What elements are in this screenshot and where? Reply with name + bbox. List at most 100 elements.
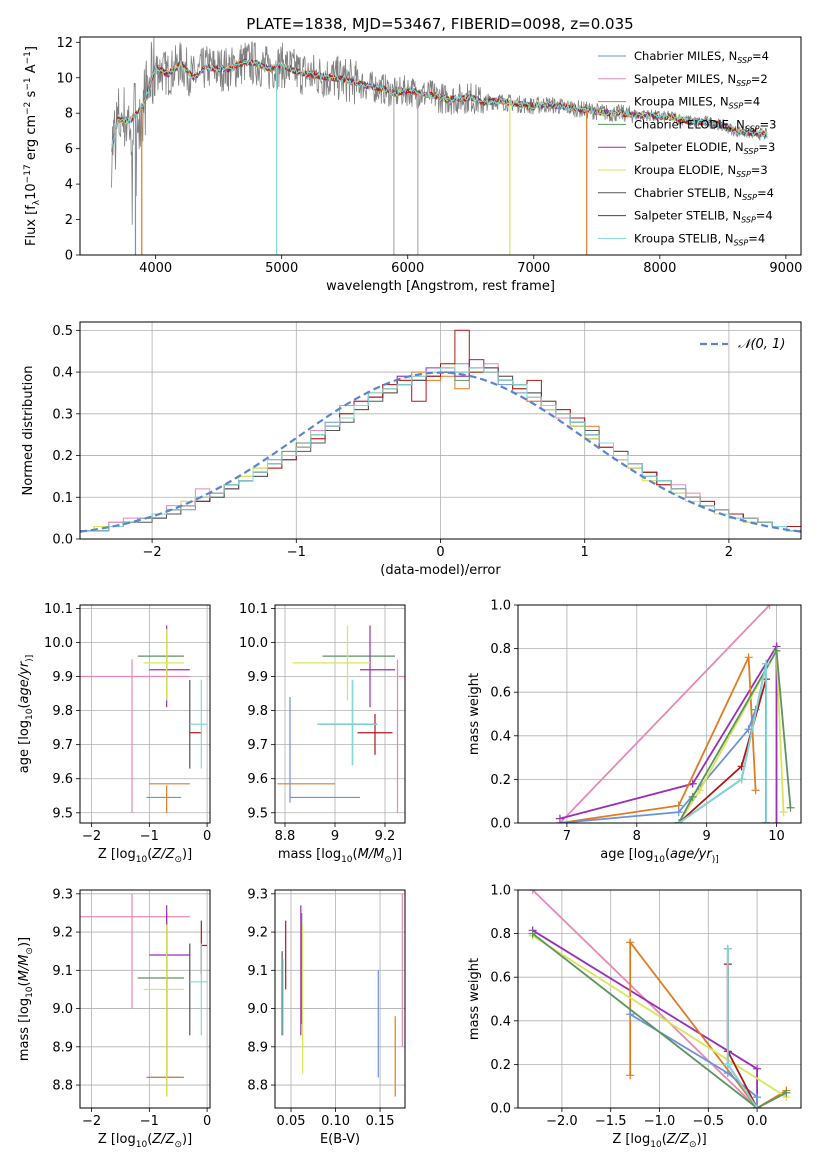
legend-entry: Salpeter ELODIE, NSSP=3 (634, 140, 775, 156)
y-axis-label: mass [log10(M/M⊙)] (17, 937, 35, 1061)
x-axis-label-part: 10 (341, 855, 353, 865)
y-tick-label: 8 (65, 107, 73, 122)
x-tick-label: 0 (203, 1114, 211, 1129)
ticks: −2.0 −1.5 −1.0 −0.5 0.0 0.0 0.2 0.4 0.6 0.8 1.0 (490, 884, 767, 1130)
x-tick-label: 0.0 (747, 1114, 768, 1129)
y-axis-label-part: ( (17, 703, 32, 708)
y-tick-label: 9.7 (52, 738, 73, 753)
y-tick-label: 0.3 (52, 407, 73, 422)
mass-weight-marker (528, 929, 537, 938)
legend-entry-suffix: =3 (751, 163, 768, 177)
y-tick-label: 9.9 (247, 670, 268, 685)
legend-entry-suffix: =2 (751, 72, 768, 86)
x-axis-label-part: Z/Z (666, 1132, 690, 1147)
model-spectrum-line (111, 59, 768, 152)
plot-area (281, 893, 403, 1097)
y-tick-label: 9.8 (52, 704, 73, 719)
x-tick-label: 9 (331, 829, 339, 844)
legend-entry-sub: SSP (729, 102, 744, 111)
x-axis-label-part: 10 (650, 1140, 662, 1150)
y-tick-label: 0.2 (490, 773, 511, 788)
y-tick-label: 1.0 (490, 884, 511, 899)
y-axis-label-part: −1 (23, 77, 33, 90)
mass-weight-marker (723, 1069, 732, 1078)
legend-entry-sub: SSP (737, 56, 752, 65)
legend-entry-suffix: =3 (758, 140, 775, 154)
mass-vs-metallicity-panel: −2 −1 08.88.99.09.19.29.3Z [log10(Z/Z⊙)]ma… (17, 887, 211, 1150)
y-tick-label: 10.1 (239, 602, 268, 617)
mass-weight-marker (626, 1071, 635, 1080)
mass-weight-marker (751, 786, 760, 795)
axes-frame (79, 321, 802, 540)
residuals-histogram-panel: −2 −1 0 1 2 0.0 0.1 0.2 0.3 0.4 0.5 (data-model)/er… (21, 321, 802, 578)
y-axis-label: Normed distribution (21, 366, 36, 496)
plot-area (277, 625, 405, 813)
y-axis-label-part: age [log (17, 720, 32, 773)
x-axis-label-part: age/yr (670, 847, 713, 862)
fit-point-errorbar (357, 714, 393, 755)
ticks: 0.05 0.10 0.15 8.8 8.9 9.0 9.1 9.2 9.3 (247, 887, 394, 1129)
legend-entry-suffix: =4 (752, 49, 769, 63)
legend-entry-suffix: =4 (743, 95, 760, 109)
y-tick-label: 9.3 (247, 887, 268, 902)
y-tick-label: 9.7 (247, 738, 268, 753)
mass-weight-marker (753, 1104, 762, 1108)
y-tick-label: 0.1 (52, 491, 73, 506)
x-axis-label-part: Z [log (98, 847, 136, 862)
x-tick-label: −1 (140, 1114, 159, 1129)
fit-point-errorbar (200, 920, 208, 975)
mass-weight-marker (723, 944, 732, 953)
y-tick-label: 0.4 (52, 366, 73, 381)
x-axis-label-part: ( (147, 1132, 152, 1147)
fit-point-errorbar (80, 893, 190, 1009)
legend-entry-sub: SSP (734, 238, 749, 247)
x-axis-label-part: )] (182, 1132, 192, 1147)
x-axis-label: Z [log10(Z/Z⊙)] (612, 1132, 706, 1150)
y-axis-label-part: −2 (23, 102, 33, 115)
legend-entry-name: Salpeter ELODIE, N (634, 140, 744, 154)
x-tick-label: 9.2 (375, 829, 396, 844)
y-tick-label: 10 (56, 71, 73, 86)
fit-point-errorbar (143, 628, 184, 701)
legend-entry: Salpeter MILES, NSSP=2 (634, 72, 768, 88)
x-tick-label: 0.15 (366, 1114, 395, 1129)
legend-entry-sub: SSP (736, 170, 751, 179)
x-axis-label-part: Z [log (612, 1132, 650, 1147)
mass-weight-marker (723, 1060, 732, 1069)
y-axis-label-part: −1 (23, 51, 33, 64)
mass-weight-line (532, 932, 787, 1108)
x-tick-label: 9000 (769, 261, 802, 276)
y-tick-label: 6 (65, 142, 73, 157)
y-tick-label: 9.0 (247, 1002, 268, 1017)
legend-entry-suffix: =4 (757, 186, 774, 200)
y-tick-label: 9.2 (247, 926, 268, 941)
x-tick-label: −2.0 (546, 1114, 578, 1129)
legend-entry-sub: SSP (742, 193, 757, 202)
mass-weight-marker (772, 646, 781, 655)
y-tick-label: 9.5 (52, 806, 73, 821)
legend-entry-name: Chabrier ELODIE, N (634, 117, 745, 131)
y-axis-label-part: s (24, 90, 39, 101)
y-tick-label: 8.9 (247, 1040, 268, 1055)
mass-vs-ebv-panel: 0.05 0.10 0.15 8.8 8.9 9.0 9.1 9.2 9.3 E(B-V) (247, 887, 406, 1147)
fit-point-errorbar (396, 659, 405, 813)
fit-point-errorbar (360, 625, 395, 708)
histogram-step-line (80, 367, 801, 532)
y-axis-label-part: −17 (23, 164, 33, 183)
gridlines (275, 605, 405, 823)
x-axis-label-part: ( (353, 847, 358, 862)
y-tick-label: 9.6 (247, 772, 268, 787)
mass-weight-marker (762, 659, 771, 668)
plot-area (528, 890, 791, 1108)
fit-point-errorbar (80, 659, 190, 813)
ticks: 8.8 9 9.2 9.5 9.6 9.7 9.8 9.9 10.0 10.1 (239, 602, 395, 844)
axes-frame (79, 604, 211, 824)
legend-entry: Salpeter STELIB, NSSP=4 (634, 209, 773, 225)
x-tick-label: −1.5 (595, 1114, 627, 1129)
y-tick-label: 4 (65, 178, 73, 193)
mass-weight-line (677, 647, 785, 823)
fit-point-errorbar (289, 696, 360, 803)
y-tick-label: 9.1 (52, 964, 73, 979)
mass-weight-line (559, 605, 771, 823)
x-axis-label-part: Z [log (98, 1132, 136, 1147)
